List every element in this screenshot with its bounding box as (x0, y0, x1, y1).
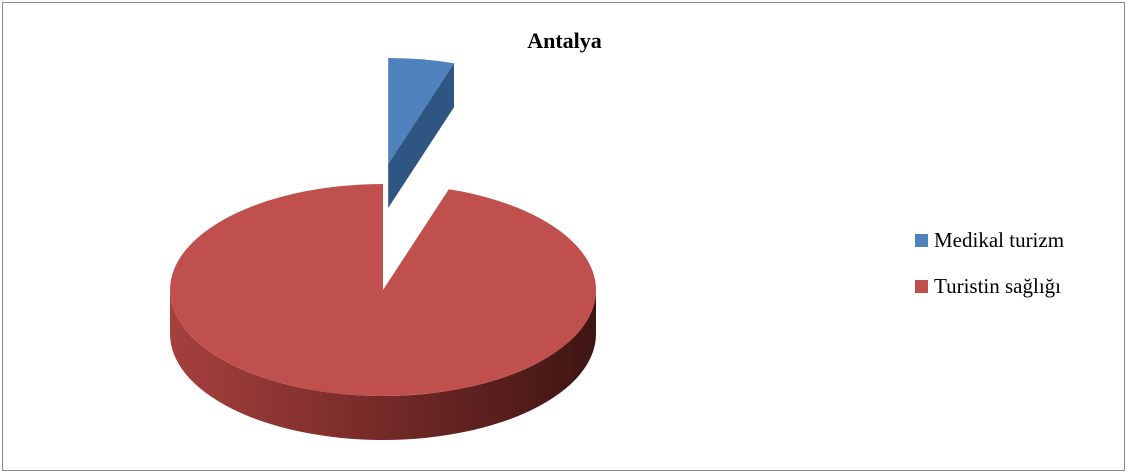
pie-slice-turistin-sa-l- (170, 184, 596, 397)
legend-swatch-red (915, 279, 928, 293)
chart-legend: Medikal turizm Turistin sağlığı (915, 228, 1064, 320)
pie-slice-cut-medikal-turizm (388, 63, 455, 208)
chart-title: Antalya (527, 28, 602, 53)
legend-item-turistin-sagligi: Turistin sağlığı (915, 274, 1064, 298)
legend-label-turistin-sagligi: Turistin sağlığı (934, 273, 1062, 298)
legend-item-medikal-turizm: Medikal turizm (915, 228, 1064, 252)
pie-slice-medikal-turizm (388, 58, 455, 164)
pie-slice-side-turistin-sa-l- (170, 290, 596, 440)
legend-label-medikal-turizm: Medikal turizm (934, 227, 1065, 252)
legend-swatch-blue (915, 233, 928, 247)
